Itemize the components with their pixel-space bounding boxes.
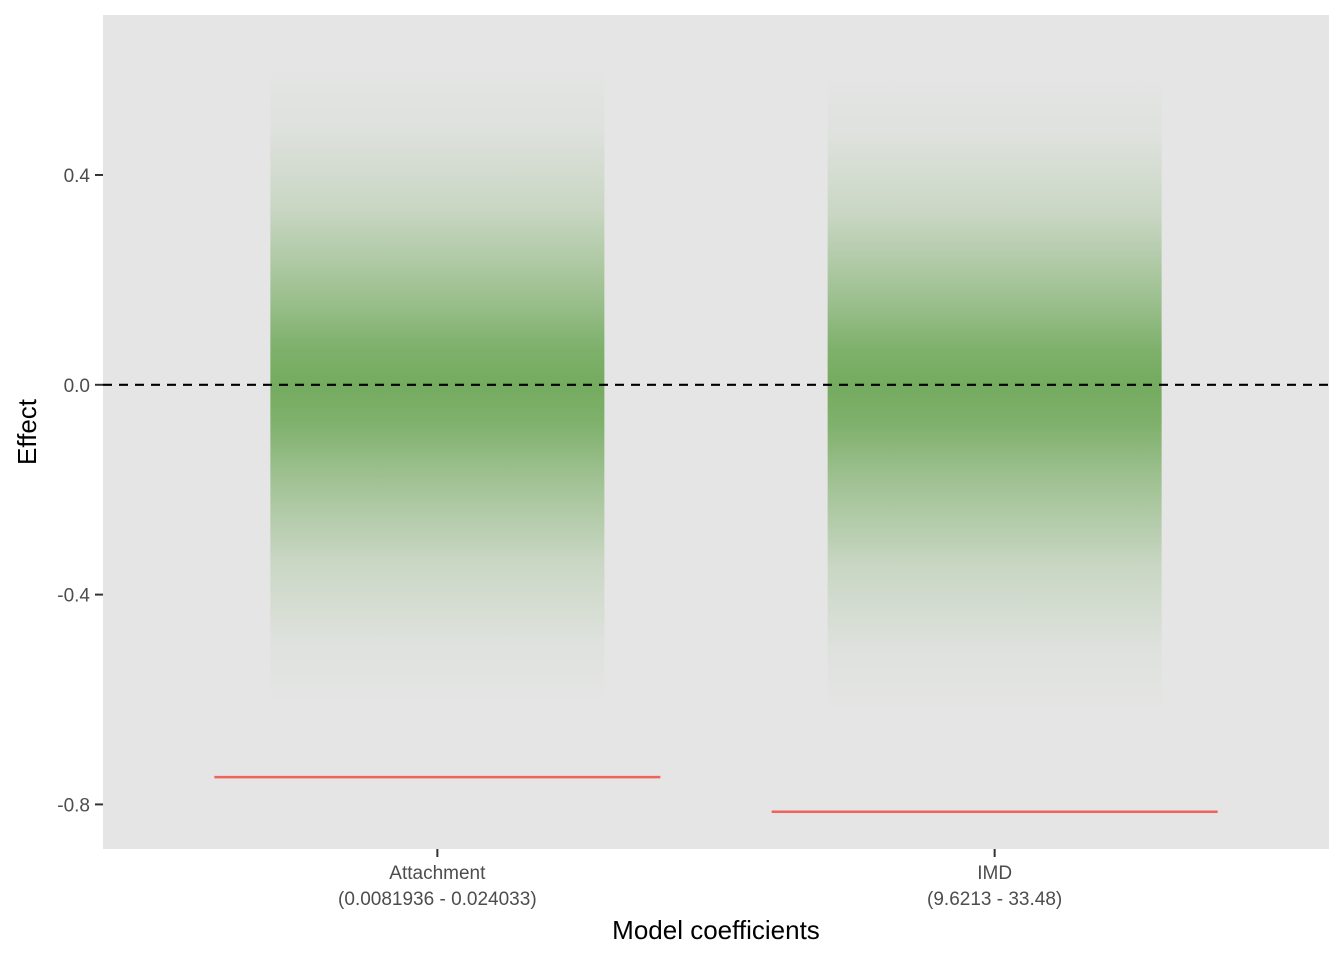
y-axis-title: Effect xyxy=(12,398,42,465)
intervals xyxy=(270,64,1162,716)
y-tick-label: -0.8 xyxy=(57,795,90,816)
interval-band-imd xyxy=(827,75,1162,716)
x-tick-label: Attachment xyxy=(389,863,486,884)
x-tick-range-label: (0.0081936 - 0.024033) xyxy=(338,889,537,910)
x-tick-label: IMD xyxy=(977,863,1012,884)
interval-band-attachment xyxy=(270,64,605,705)
x-tick-range-label: (9.6213 - 33.48) xyxy=(927,889,1062,910)
y-tick-label: 0.0 xyxy=(64,376,90,397)
y-tick-label: -0.4 xyxy=(57,586,90,607)
markers xyxy=(214,775,1218,814)
x-axis-title: Model coefficients xyxy=(612,915,820,945)
x-axis: Attachment (0.0081936 - 0.024033) IMD (9.62… xyxy=(338,849,1062,910)
y-tick-label: 0.4 xyxy=(64,166,91,187)
y-axis: 0.4 0.0 -0.4 -0.8 xyxy=(57,166,103,816)
